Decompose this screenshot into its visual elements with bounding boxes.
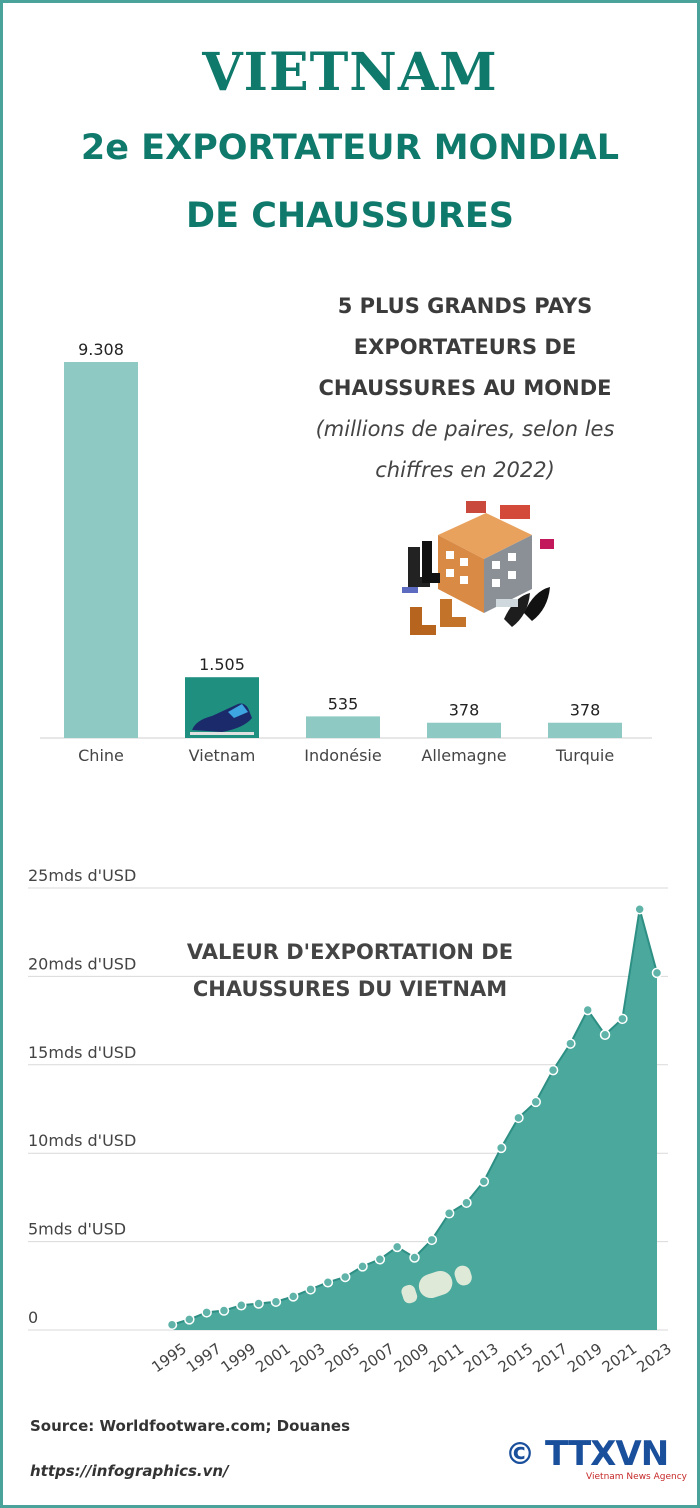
bar bbox=[427, 722, 501, 738]
data-point bbox=[565, 1038, 576, 1049]
bar-category-label: Indonésie bbox=[304, 746, 381, 765]
x-tick-label: 2007 bbox=[356, 1340, 398, 1377]
data-point bbox=[599, 1029, 611, 1040]
bar-value-label: 378 bbox=[449, 701, 480, 720]
bar-category-label: Chine bbox=[78, 746, 124, 765]
bar-value-label: 535 bbox=[328, 694, 359, 713]
data-point bbox=[166, 1319, 178, 1330]
x-tick-label: 2005 bbox=[322, 1340, 364, 1377]
y-tick-label: 25mds d'USD bbox=[28, 866, 136, 885]
data-point bbox=[461, 1197, 472, 1208]
data-point bbox=[322, 1277, 334, 1288]
x-tick-label: 2009 bbox=[391, 1340, 433, 1377]
data-point bbox=[305, 1284, 316, 1295]
data-point bbox=[426, 1234, 438, 1246]
y-tick-label: 15mds d'USD bbox=[28, 1043, 136, 1062]
x-tick-label: 1997 bbox=[183, 1340, 225, 1377]
bar-category-label: Vietnam bbox=[189, 746, 256, 765]
bar-chart-title-line1: 5 PLUS GRANDS PAYS bbox=[337, 294, 593, 318]
data-point bbox=[374, 1254, 386, 1265]
data-point bbox=[634, 903, 645, 915]
y-tick-label: 10mds d'USD bbox=[28, 1131, 136, 1150]
bar-chart-subtitle-line1: (millions de paires, selon les bbox=[315, 417, 615, 441]
x-tick-label: 2003 bbox=[287, 1340, 329, 1377]
data-point bbox=[547, 1064, 559, 1076]
bar-chart-subtitle-line2: chiffres en 2022) bbox=[375, 458, 555, 482]
x-tick-label: 2023 bbox=[633, 1340, 675, 1377]
bar-chart-title-line2: EXPORTATEURS DE bbox=[353, 335, 577, 359]
data-point bbox=[339, 1271, 351, 1283]
x-tick-label: 2001 bbox=[252, 1340, 294, 1377]
source-text: Source: Worldfootware.com; Douanes bbox=[30, 1417, 351, 1435]
bar-value-label: 1.505 bbox=[199, 655, 245, 674]
x-tick-label: 2011 bbox=[425, 1340, 467, 1377]
y-tick-label: 20mds d'USD bbox=[28, 954, 136, 973]
bar bbox=[306, 716, 380, 738]
data-point bbox=[288, 1291, 299, 1302]
area-chart: 0 5mds d'USD 10mds d'USD 15mds d'USD 20mds d… bbox=[28, 866, 675, 1377]
bar-category-label: Allemagne bbox=[421, 746, 506, 765]
y-tick-label: 5mds d'USD bbox=[28, 1220, 126, 1239]
bar-value-label: 378 bbox=[570, 701, 601, 720]
data-point bbox=[495, 1142, 507, 1154]
data-point bbox=[236, 1299, 247, 1311]
area-fill bbox=[172, 909, 657, 1330]
website-link[interactable]: https://infographics.vn/ bbox=[30, 1462, 229, 1480]
bar-value-label: 9.308 bbox=[78, 340, 124, 359]
bar-chart-title-line3: CHAUSSURES AU MONDE bbox=[318, 376, 612, 400]
shoe-factory-illustration bbox=[402, 501, 554, 635]
data-point bbox=[409, 1252, 420, 1263]
footprint-icon bbox=[401, 1265, 472, 1304]
area-chart-title-line1: VALEUR D'EXPORTATION DE bbox=[186, 940, 514, 964]
data-point bbox=[253, 1298, 264, 1309]
data-point bbox=[478, 1176, 490, 1187]
page-title: VIETNAM bbox=[202, 42, 498, 103]
data-point bbox=[391, 1241, 403, 1253]
page-subtitle-line1: 2e EXPORTATEUR MONDIAL bbox=[80, 128, 620, 168]
x-tick-label: 1995 bbox=[148, 1340, 190, 1377]
x-tick-label: 1999 bbox=[218, 1340, 260, 1377]
bar bbox=[64, 362, 138, 738]
bar-chart: 9.308 Chine 1.505 Vietnam 535 Indonésie 378 All… bbox=[40, 340, 652, 765]
copyright-icon: © bbox=[505, 1437, 535, 1472]
data-point bbox=[270, 1296, 282, 1307]
logo-subtext: Vietnam News Agency bbox=[586, 1472, 687, 1482]
data-point bbox=[357, 1261, 368, 1272]
data-point bbox=[617, 1013, 628, 1025]
x-tick-label: 2015 bbox=[495, 1340, 537, 1377]
data-point bbox=[218, 1305, 230, 1316]
data-point bbox=[201, 1307, 212, 1318]
data-point bbox=[513, 1112, 524, 1124]
logo-text: TTXVN bbox=[545, 1434, 669, 1474]
y-tick-label: 0 bbox=[28, 1308, 38, 1327]
x-tick-label: 2021 bbox=[599, 1340, 641, 1377]
logo: TTXVN Vietnam News Agency bbox=[545, 1436, 695, 1482]
x-tick-label: 2017 bbox=[529, 1340, 571, 1377]
page-subtitle-line2: DE CHAUSSURES bbox=[186, 196, 514, 236]
data-point bbox=[582, 1004, 593, 1016]
data-point bbox=[184, 1314, 195, 1325]
area-chart-title-line2: CHAUSSURES DU VIETNAM bbox=[192, 977, 508, 1001]
sneaker-icon bbox=[190, 703, 254, 735]
bar-category-label: Turquie bbox=[555, 746, 614, 765]
data-point bbox=[443, 1208, 455, 1219]
bar bbox=[548, 722, 622, 738]
data-point bbox=[530, 1096, 541, 1108]
x-tick-label: 2019 bbox=[564, 1340, 606, 1377]
x-tick-label: 2013 bbox=[460, 1340, 502, 1377]
data-point bbox=[651, 967, 663, 979]
